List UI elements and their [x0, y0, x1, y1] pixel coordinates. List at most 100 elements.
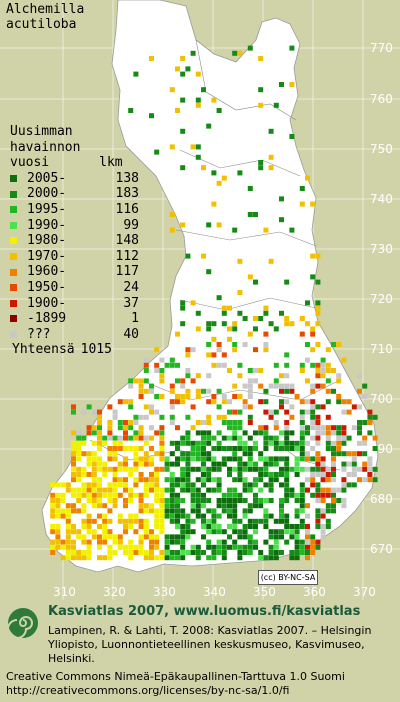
y-label-700: 700	[370, 392, 393, 406]
observation-square	[91, 534, 97, 540]
observation-square	[71, 446, 76, 451]
observation-square	[289, 45, 295, 51]
observation-square	[190, 508, 196, 514]
observation-square	[232, 430, 238, 436]
observation-square	[143, 555, 149, 561]
observation-square	[180, 487, 186, 493]
observation-square	[112, 498, 118, 503]
observation-square	[71, 472, 76, 477]
observation-square	[299, 446, 305, 451]
observation-square	[247, 186, 253, 191]
observation-square	[133, 492, 139, 498]
observation-square	[86, 518, 92, 524]
observation-square	[123, 446, 128, 451]
observation-square	[195, 466, 201, 472]
observation-square	[143, 362, 149, 368]
observation-square	[128, 425, 134, 431]
observation-square	[60, 492, 66, 498]
observation-square	[279, 310, 284, 316]
observation-square	[195, 498, 201, 503]
observation-square	[164, 513, 170, 519]
observation-square	[253, 539, 258, 545]
observation-square	[279, 529, 284, 535]
observation-square	[149, 446, 154, 451]
observation-square	[294, 524, 300, 529]
observation-square	[357, 420, 362, 425]
observation-square	[201, 534, 206, 540]
observation-square	[227, 420, 232, 425]
observation-square	[237, 518, 243, 524]
observation-square	[71, 430, 76, 436]
observation-square	[81, 518, 87, 524]
observation-square	[279, 534, 284, 540]
observation-square	[247, 446, 253, 451]
observation-square	[154, 451, 160, 457]
observation-square	[299, 420, 305, 425]
observation-square	[123, 529, 128, 535]
observation-square	[263, 539, 269, 545]
observation-square	[232, 466, 238, 472]
observation-square	[216, 414, 222, 420]
observation-square	[289, 414, 295, 420]
observation-square	[315, 342, 321, 347]
license-url[interactable]: http://creativecommons.org/licenses/by-n…	[6, 684, 290, 697]
observation-square	[185, 529, 191, 535]
site-link[interactable]: Kasviatlas 2007, www.luomus.fi/kasviatla…	[48, 604, 361, 619]
observation-square	[169, 404, 175, 410]
observation-square	[273, 102, 279, 108]
legend-count: 99	[123, 217, 139, 233]
observation-square	[284, 409, 290, 415]
observation-square	[279, 503, 284, 509]
observation-square	[201, 446, 206, 451]
observation-square	[221, 310, 227, 316]
observation-square	[185, 430, 191, 436]
observation-square	[50, 503, 56, 509]
observation-square	[331, 430, 336, 436]
observation-square	[185, 66, 191, 72]
observation-square	[143, 451, 149, 457]
observation-square	[107, 550, 113, 555]
observation-square	[138, 435, 144, 441]
observation-square	[107, 430, 113, 436]
legend-count: 148	[115, 233, 139, 249]
observation-square	[294, 440, 300, 446]
observation-square	[107, 446, 113, 451]
observation-square	[258, 160, 264, 165]
observation-square	[294, 508, 300, 514]
observation-square	[305, 399, 310, 405]
observation-square	[362, 461, 368, 467]
observation-square	[175, 446, 180, 451]
observation-square	[190, 529, 196, 535]
observation-square	[232, 425, 238, 431]
observation-square	[164, 466, 170, 472]
observation-square	[91, 477, 97, 483]
observation-square	[86, 550, 92, 555]
observation-square	[263, 498, 269, 503]
observation-square	[310, 435, 316, 441]
y-label-690: 690	[370, 442, 393, 456]
observation-square	[133, 414, 139, 420]
observation-square	[143, 550, 149, 555]
observation-square	[372, 435, 378, 441]
observation-square	[154, 555, 160, 561]
observation-square	[138, 524, 144, 529]
observation-square	[149, 409, 154, 415]
observation-square	[201, 503, 206, 509]
observation-square	[112, 466, 118, 472]
observation-square	[102, 492, 108, 498]
observation-square	[107, 498, 113, 503]
observation-square	[164, 550, 170, 555]
observation-square	[143, 388, 149, 394]
observation-square	[154, 368, 160, 373]
observation-square	[242, 524, 248, 529]
observation-square	[180, 451, 186, 457]
observation-square	[169, 492, 175, 498]
kasviatlas-logo-icon	[7, 608, 38, 639]
observation-square	[76, 550, 82, 555]
observation-square	[294, 472, 300, 477]
observation-square	[279, 550, 284, 555]
observation-square	[143, 368, 149, 373]
observation-square	[273, 383, 279, 389]
observation-square	[138, 508, 144, 514]
observation-square	[351, 456, 357, 462]
